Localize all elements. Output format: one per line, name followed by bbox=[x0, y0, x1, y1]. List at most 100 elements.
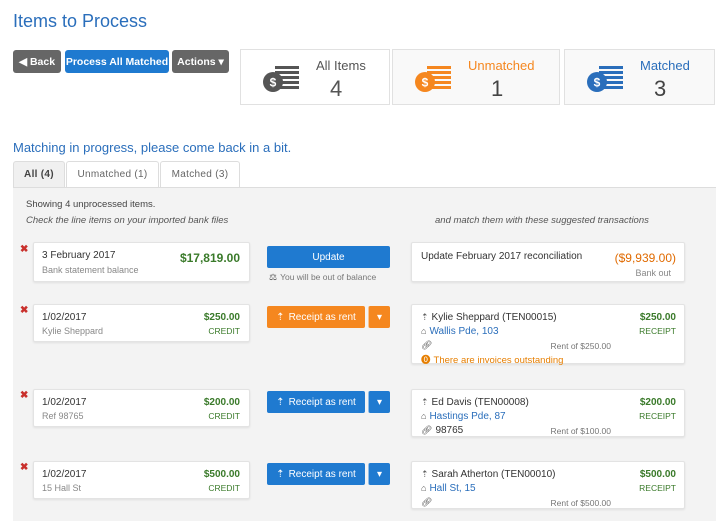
money-stack-icon: $ bbox=[587, 66, 623, 92]
reconciliation-sub: Bank out bbox=[635, 268, 671, 278]
bank-line-card[interactable]: 3 February 2017 Bank statement balance $… bbox=[33, 242, 250, 282]
stat-matched-count: 3 bbox=[654, 76, 667, 101]
stat-all-count: 4 bbox=[330, 76, 343, 101]
home-icon: ⌂ bbox=[421, 411, 427, 421]
match-type: RECEIPT bbox=[639, 411, 676, 421]
receipt-as-rent-button[interactable]: ⇡ Receipt as rent bbox=[267, 306, 365, 328]
home-icon: ⌂ bbox=[421, 483, 427, 493]
stat-matched[interactable]: $ Matched 3 bbox=[564, 49, 715, 105]
tenant-line: ⇡ Kylie Sheppard (TEN00015) bbox=[421, 312, 557, 323]
suggested-transaction-card[interactable]: ⇡ Sarah Atherton (TEN00010) ⌂ Hall St, 15 … bbox=[411, 461, 685, 509]
match-amount: $250.00 bbox=[639, 312, 676, 323]
back-button[interactable]: ◀ Back bbox=[13, 50, 61, 73]
property-link[interactable]: Hastings Pde, 87 bbox=[429, 411, 506, 422]
svg-text:$: $ bbox=[422, 76, 429, 90]
remove-icon[interactable]: ✖ bbox=[20, 390, 29, 401]
table-row: ✖ 1/02/2017 Ref 98765 $200.00 CREDIT ⇡ Re… bbox=[13, 385, 716, 440]
receipt-as-rent-label: Receipt as rent bbox=[288, 468, 356, 480]
actions-dropdown-button[interactable]: Actions ▾ bbox=[172, 50, 229, 73]
reference-line: 🔗︎ 98765 bbox=[421, 425, 463, 436]
match-type: RECEIPT bbox=[639, 483, 676, 493]
scale-icon: ⚖ bbox=[269, 272, 278, 282]
stat-unmatched[interactable]: $ Unmatched 1 bbox=[392, 49, 560, 105]
tab-all[interactable]: All (4) bbox=[13, 161, 65, 187]
suggested-transactions-hint: and match them with these suggested tran… bbox=[435, 215, 649, 226]
process-all-matched-button[interactable]: Process All Matched bbox=[65, 50, 169, 73]
home-icon: ⌂ bbox=[421, 326, 427, 336]
matching-progress-message: Matching in progress, please come back i… bbox=[13, 140, 292, 155]
property-link[interactable]: Wallis Pde, 103 bbox=[429, 326, 499, 337]
receipt-as-rent-label: Receipt as rent bbox=[288, 396, 356, 408]
tenant-line: ⇡ Sarah Atherton (TEN00010) bbox=[421, 469, 556, 480]
bank-line-date: 3 February 2017 bbox=[42, 250, 116, 261]
receipt-as-rent-button[interactable]: ⇡ Receipt as rent bbox=[267, 391, 365, 413]
tab-unmatched[interactable]: Unmatched (1) bbox=[66, 161, 159, 187]
tab-matched[interactable]: Matched (3) bbox=[160, 161, 240, 187]
bank-line-card[interactable]: 1/02/2017 Kylie Sheppard $250.00 CREDIT bbox=[33, 304, 250, 342]
stat-unmatched-count: 1 bbox=[491, 76, 504, 101]
suggested-transaction-card[interactable]: ⇡ Kylie Sheppard (TEN00015) ⌂ Wallis Pde, … bbox=[411, 304, 685, 366]
property-line: ⌂ Wallis Pde, 103 bbox=[421, 326, 499, 337]
money-stack-icon: $ bbox=[263, 66, 299, 92]
tenant-line: ⇡ Ed Davis (TEN00008) bbox=[421, 397, 529, 408]
remove-icon[interactable]: ✖ bbox=[20, 462, 29, 473]
property-line: ⌂ Hastings Pde, 87 bbox=[421, 411, 506, 422]
stat-all-items[interactable]: $ All Items 4 bbox=[240, 49, 390, 105]
reconciliation-title: Update February 2017 reconciliation bbox=[421, 251, 583, 262]
upload-icon: ⇡ bbox=[276, 396, 285, 408]
tenant-name: Kylie Sheppard (TEN00015) bbox=[431, 312, 557, 323]
bank-line-amount: $500.00 bbox=[203, 469, 240, 480]
bank-line-description: Ref 98765 bbox=[42, 411, 84, 421]
match-type: RECEIPT bbox=[639, 326, 676, 336]
tenant-name: Sarah Atherton (TEN00010) bbox=[431, 469, 556, 480]
link-icon: 🔗︎ bbox=[421, 340, 433, 350]
bank-line-amount: $250.00 bbox=[203, 312, 240, 323]
reconciliation-amount: ($9,939.00) bbox=[614, 251, 676, 265]
chevron-down-icon[interactable]: ▾ bbox=[368, 391, 390, 413]
bank-line-description: Kylie Sheppard bbox=[42, 326, 104, 336]
bank-line-date: 1/02/2017 bbox=[42, 397, 87, 408]
match-amount: $500.00 bbox=[639, 469, 676, 480]
bank-line-card[interactable]: 1/02/2017 15 Hall St $500.00 CREDIT bbox=[33, 461, 250, 499]
table-row: ✖ 1/02/2017 15 Hall St $500.00 CREDIT ⇡ R… bbox=[13, 457, 716, 512]
bank-lines-hint: Check the line items on your imported ba… bbox=[26, 215, 229, 226]
bank-line-type: CREDIT bbox=[208, 326, 240, 336]
items-panel: Showing 4 unprocessed items. Check the l… bbox=[13, 187, 716, 521]
svg-text:$: $ bbox=[594, 76, 601, 90]
money-stack-icon: $ bbox=[415, 66, 451, 92]
receipt-as-rent-button[interactable]: ⇡ Receipt as rent bbox=[267, 463, 365, 485]
svg-text:$: $ bbox=[270, 76, 277, 90]
update-button[interactable]: Update bbox=[267, 246, 390, 268]
invoices-warning: ⓿ There are invoices outstanding bbox=[421, 352, 563, 366]
bank-line-description: 15 Hall St bbox=[42, 483, 82, 493]
link-icon: 🔗︎ bbox=[421, 497, 433, 507]
property-link[interactable]: Hall St, 15 bbox=[429, 483, 476, 494]
rent-note: Rent of $500.00 bbox=[550, 498, 612, 508]
table-row: ✖ 3 February 2017 Bank statement balance… bbox=[13, 238, 716, 288]
remove-icon[interactable]: ✖ bbox=[20, 244, 29, 255]
chevron-down-icon[interactable]: ▾ bbox=[368, 306, 390, 328]
tenant-icon: ⇡ bbox=[421, 397, 429, 407]
chevron-down-icon[interactable]: ▾ bbox=[368, 463, 390, 485]
upload-icon: ⇡ bbox=[276, 468, 285, 480]
tenant-icon: ⇡ bbox=[421, 312, 429, 322]
bank-line-date: 1/02/2017 bbox=[42, 469, 87, 480]
warning-icon: ⓿ bbox=[421, 355, 431, 366]
remove-icon[interactable]: ✖ bbox=[20, 305, 29, 316]
out-of-balance-note: ⚖ You will be out of balance bbox=[269, 272, 376, 283]
bank-line-type: CREDIT bbox=[208, 483, 240, 493]
bank-line-card[interactable]: 1/02/2017 Ref 98765 $200.00 CREDIT bbox=[33, 389, 250, 427]
showing-count-text: Showing 4 unprocessed items. bbox=[26, 199, 156, 210]
invoices-warning-text: There are invoices outstanding bbox=[433, 355, 564, 366]
bank-line-type: CREDIT bbox=[208, 411, 240, 421]
stat-unmatched-label: Unmatched bbox=[468, 58, 535, 73]
suggested-transaction-card[interactable]: Update February 2017 reconciliation ($9,… bbox=[411, 242, 685, 282]
tenant-icon: ⇡ bbox=[421, 469, 429, 479]
reference-line: 🔗︎ bbox=[421, 497, 435, 508]
suggested-transaction-card[interactable]: ⇡ Ed Davis (TEN00008) ⌂ Hastings Pde, 87 🔗… bbox=[411, 389, 685, 437]
stat-all-label: All Items bbox=[316, 58, 366, 73]
receipt-as-rent-label: Receipt as rent bbox=[288, 311, 356, 323]
bank-line-amount: $200.00 bbox=[203, 397, 240, 408]
upload-icon: ⇡ bbox=[276, 311, 285, 323]
reference-value: 98765 bbox=[435, 425, 464, 436]
